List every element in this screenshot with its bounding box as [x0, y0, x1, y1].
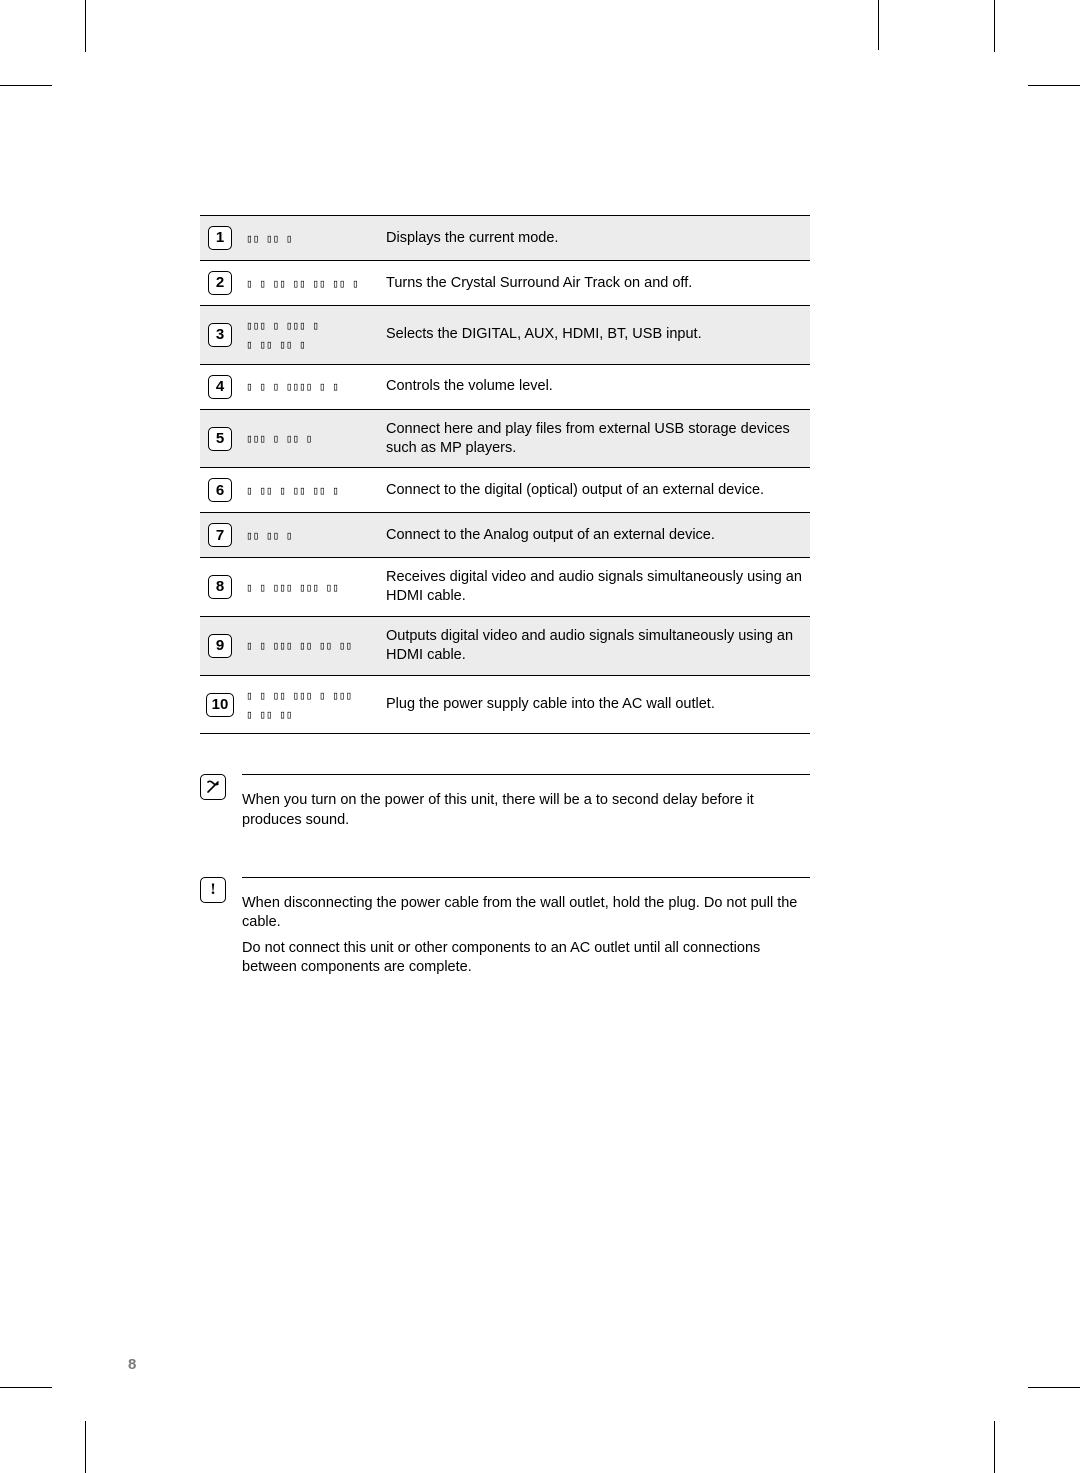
note-text: When you turn on the power of this unit,…: [242, 774, 810, 836]
row-number-cell: 7: [200, 513, 240, 558]
table-row: 9 ▯ ▯ ▯▯▯ ▯▯ ▯▯ ▯▯Outputs digital video a…: [200, 617, 810, 676]
note-line: When you turn on the power of this unit,…: [242, 791, 810, 830]
page-number: 8: [128, 1356, 136, 1373]
table-row: 8 ▯ ▯ ▯▯▯ ▯▯▯ ▯▯Receives digital video an…: [200, 558, 810, 617]
number-badge: 1: [208, 226, 232, 250]
table-row: 5 ▯▯▯ ▯ ▯▯ ▯Connect here and play files f…: [200, 409, 810, 468]
row-description: Selects the DIGITAL, AUX, HDMI, BT, USB …: [380, 306, 810, 365]
number-badge: 10: [206, 693, 234, 717]
row-label: ▯▯▯ ▯ ▯▯ ▯: [240, 409, 380, 468]
caution-line: When disconnecting the power cable from …: [242, 894, 810, 933]
row-number-cell: 1: [200, 216, 240, 261]
row-label: ▯ ▯ ▯▯ ▯▯ ▯▯ ▯▯ ▯: [240, 261, 380, 306]
table-row: 2 ▯ ▯ ▯▯ ▯▯ ▯▯ ▯▯ ▯Turns the Crystal Surr…: [200, 261, 810, 306]
table-row: 10▯ ▯ ▯▯ ▯▯▯ ▯ ▯▯▯▯ ▯▯ ▯▯Plug the power …: [200, 675, 810, 734]
row-description: Plug the power supply cable into the AC …: [380, 675, 810, 734]
caution-text: When disconnecting the power cable from …: [242, 877, 810, 984]
row-label: ▯ ▯ ▯ ▯▯▯▯ ▯ ▯: [240, 364, 380, 409]
caution-block: ! When disconnecting the power cable fro…: [200, 877, 810, 984]
row-number-cell: 8: [200, 558, 240, 617]
number-badge: 5: [208, 427, 232, 451]
row-description: Controls the volume level.: [380, 364, 810, 409]
table-row: 7 ▯▯ ▯▯ ▯Connect to the Analog output of …: [200, 513, 810, 558]
note-block: When you turn on the power of this unit,…: [200, 774, 810, 836]
table-row: 1 ▯▯ ▯▯ ▯Displays the current mode.: [200, 216, 810, 261]
row-description: Outputs digital video and audio signals …: [380, 617, 810, 676]
crop-mark: [1028, 85, 1080, 86]
row-number-cell: 9: [200, 617, 240, 676]
number-badge: 4: [208, 375, 232, 399]
row-label: ▯▯▯ ▯ ▯▯▯ ▯▯ ▯▯ ▯▯ ▯: [240, 306, 380, 365]
row-label: ▯ ▯ ▯▯▯ ▯▯ ▯▯ ▯▯: [240, 617, 380, 676]
crop-mark: [0, 1387, 52, 1388]
crop-mark: [994, 0, 995, 52]
number-badge: 2: [208, 271, 232, 295]
page: 1▯▯ ▯▯ ▯Displays the current mode.2▯ ▯ ▯…: [0, 0, 1080, 1473]
row-label: ▯▯ ▯▯ ▯: [240, 216, 380, 261]
row-number-cell: 5: [200, 409, 240, 468]
row-number-cell: 3: [200, 306, 240, 365]
number-badge: 8: [208, 575, 232, 599]
row-number-cell: 4: [200, 364, 240, 409]
crop-mark: [85, 1421, 86, 1473]
caution-icon: !: [200, 877, 226, 903]
row-number-cell: 6: [200, 468, 240, 513]
row-description: Connect here and play files from externa…: [380, 409, 810, 468]
row-description: Connect to the digital (optical) output …: [380, 468, 810, 513]
crop-mark: [85, 0, 86, 52]
crop-mark: [994, 1421, 995, 1473]
number-badge: 9: [208, 634, 232, 658]
row-description: Displays the current mode.: [380, 216, 810, 261]
number-badge: 7: [208, 523, 232, 547]
table-row: 3 ▯▯▯ ▯ ▯▯▯ ▯▯ ▯▯ ▯▯ ▯Selects the DIGITAL…: [200, 306, 810, 365]
crop-mark: [1028, 1387, 1080, 1388]
table-row: 4 ▯ ▯ ▯ ▯▯▯▯ ▯ ▯Controls the volume level…: [200, 364, 810, 409]
content-area: 1▯▯ ▯▯ ▯Displays the current mode.2▯ ▯ ▯…: [200, 215, 810, 984]
row-description: Connect to the Analog output of an exter…: [380, 513, 810, 558]
crop-mark: [878, 0, 879, 50]
row-label: ▯▯ ▯▯ ▯: [240, 513, 380, 558]
row-label: ▯ ▯▯ ▯ ▯▯ ▯▯ ▯: [240, 468, 380, 513]
row-number-cell: 2: [200, 261, 240, 306]
caution-line: Do not connect this unit or other compon…: [242, 939, 810, 978]
row-label: ▯ ▯ ▯▯ ▯▯▯ ▯ ▯▯▯▯ ▯▯ ▯▯: [240, 675, 380, 734]
spec-table: 1▯▯ ▯▯ ▯Displays the current mode.2▯ ▯ ▯…: [200, 215, 810, 734]
note-icon: [200, 774, 226, 800]
row-label: ▯ ▯ ▯▯▯ ▯▯▯ ▯▯: [240, 558, 380, 617]
row-description: Receives digital video and audio signals…: [380, 558, 810, 617]
crop-mark: [0, 85, 52, 86]
table-row: 6 ▯ ▯▯ ▯ ▯▯ ▯▯ ▯Connect to the digital (o…: [200, 468, 810, 513]
number-badge: 3: [208, 323, 232, 347]
row-number-cell: 10: [200, 675, 240, 734]
number-badge: 6: [208, 478, 232, 502]
row-description: Turns the Crystal Surround Air Track on …: [380, 261, 810, 306]
